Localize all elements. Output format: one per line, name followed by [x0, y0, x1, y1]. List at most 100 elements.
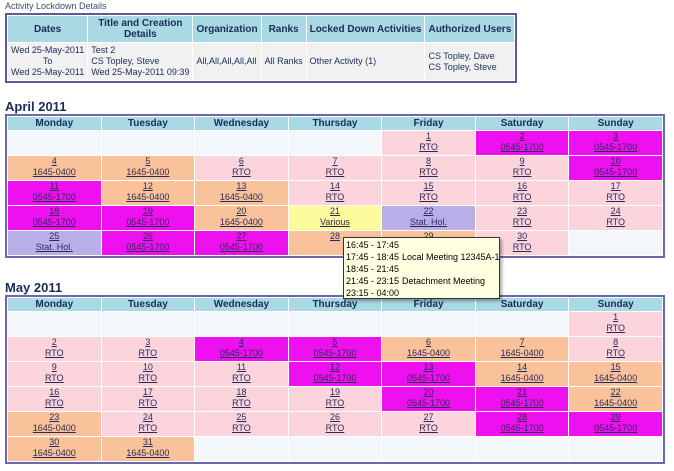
day-number-link[interactable]: 4: [51, 156, 57, 166]
calendar-day-cell[interactable]: 5 0545-1700: [288, 337, 382, 361]
calendar-day-cell[interactable]: 2 0545-1700: [475, 131, 569, 155]
day-number-link[interactable]: 15: [423, 181, 434, 191]
calendar-day-cell[interactable]: 22 1645-0400: [569, 387, 662, 411]
day-number-link[interactable]: 24: [142, 412, 153, 422]
day-number-link[interactable]: 21: [517, 387, 528, 397]
calendar-day-cell[interactable]: 16 RTO: [8, 387, 101, 411]
calendar-day-cell[interactable]: 23 RTO: [475, 206, 569, 230]
shift-label-link[interactable]: RTO: [325, 423, 345, 433]
calendar-day-cell[interactable]: 4 1645-0400: [8, 156, 101, 180]
shift-label-link[interactable]: RTO: [325, 398, 345, 408]
day-number-link[interactable]: 18: [236, 387, 247, 397]
calendar-day-cell[interactable]: 3 RTO: [101, 337, 195, 361]
shift-label-link[interactable]: 0545-1700: [126, 217, 170, 227]
calendar-day-cell[interactable]: 26 0545-1700: [101, 231, 195, 255]
calendar-day-cell[interactable]: 16 RTO: [475, 181, 569, 205]
day-number-link[interactable]: 29: [610, 412, 621, 422]
shift-label-link[interactable]: Various: [320, 217, 350, 227]
shift-label-link[interactable]: 0545-1700: [594, 423, 638, 433]
shift-label-link[interactable]: 0545-1700: [500, 398, 544, 408]
day-number-link[interactable]: 25: [49, 231, 60, 241]
shift-label-link[interactable]: 1645-0400: [594, 398, 638, 408]
shift-label-link[interactable]: RTO: [512, 192, 532, 202]
day-number-link[interactable]: 8: [613, 337, 619, 347]
day-number-link[interactable]: 27: [423, 412, 434, 422]
shift-label-link[interactable]: 1645-0400: [32, 448, 76, 458]
shift-label-link[interactable]: 0545-1700: [126, 242, 170, 252]
shift-label-link[interactable]: 0545-1700: [594, 167, 638, 177]
shift-label-link[interactable]: 0545-1700: [313, 373, 357, 383]
calendar-day-cell[interactable]: 4 0545-1700: [195, 337, 288, 361]
day-number-link[interactable]: 9: [519, 156, 525, 166]
shift-label-link[interactable]: RTO: [606, 192, 626, 202]
calendar-day-cell[interactable]: 9 RTO: [8, 362, 101, 386]
shift-label-link[interactable]: RTO: [138, 373, 158, 383]
calendar-day-cell[interactable]: 14 1645-0400: [475, 362, 569, 386]
calendar-day-cell[interactable]: 25 Stat. Hol.: [8, 231, 101, 255]
day-number-link[interactable]: 17: [142, 387, 153, 397]
calendar-day-cell[interactable]: 30 RTO: [475, 231, 569, 255]
calendar-day-cell[interactable]: 17 RTO: [101, 387, 195, 411]
calendar-day-cell[interactable]: 5 1645-0400: [101, 156, 195, 180]
shift-label-link[interactable]: 0545-1700: [407, 373, 451, 383]
shift-label-link[interactable]: RTO: [232, 373, 251, 383]
day-number-link[interactable]: 5: [145, 156, 151, 166]
calendar-day-cell[interactable]: 9 RTO: [475, 156, 569, 180]
calendar-day-cell[interactable]: 10 0545-1700: [569, 156, 662, 180]
day-number-link[interactable]: 1: [426, 131, 432, 141]
day-number-link[interactable]: 27: [236, 231, 247, 241]
day-number-link[interactable]: 26: [142, 231, 153, 241]
calendar-day-cell[interactable]: 27 0545-1700: [195, 231, 288, 255]
shift-label-link[interactable]: RTO: [606, 217, 626, 227]
day-number-link[interactable]: 11: [236, 362, 247, 372]
shift-label-link[interactable]: 1645-0400: [594, 373, 638, 383]
day-number-link[interactable]: 8: [426, 156, 432, 166]
calendar-day-cell[interactable]: 21 0545-1700: [475, 387, 569, 411]
shift-label-link[interactable]: 0545-1700: [32, 192, 76, 202]
day-number-link[interactable]: 4: [238, 337, 244, 347]
day-number-link[interactable]: 30: [49, 437, 60, 447]
day-number-link[interactable]: 19: [329, 387, 340, 397]
shift-label-link[interactable]: RTO: [512, 217, 532, 227]
day-number-link[interactable]: 16: [517, 181, 528, 191]
calendar-day-cell[interactable]: 30 1645-0400: [8, 437, 101, 461]
shift-label-link[interactable]: RTO: [232, 423, 251, 433]
shift-label-link[interactable]: Stat. Hol.: [410, 217, 448, 227]
day-number-link[interactable]: 24: [610, 206, 621, 216]
calendar-day-cell[interactable]: 8 RTO: [569, 337, 662, 361]
shift-label-link[interactable]: 1645-0400: [32, 423, 76, 433]
calendar-day-cell[interactable]: 29 0545-1700: [569, 412, 662, 436]
calendar-day-cell[interactable]: 15 RTO: [382, 181, 475, 205]
day-number-link[interactable]: 2: [519, 131, 525, 141]
calendar-day-cell[interactable]: 3 0545-1700: [569, 131, 662, 155]
day-number-link[interactable]: 12: [329, 362, 340, 372]
day-number-link[interactable]: 23: [49, 412, 60, 422]
day-number-link[interactable]: 20: [423, 387, 434, 397]
calendar-day-cell[interactable]: 13 0545-1700: [382, 362, 475, 386]
shift-label-link[interactable]: RTO: [44, 398, 64, 408]
shift-label-link[interactable]: 1645-0400: [407, 348, 451, 358]
day-number-link[interactable]: 20: [236, 206, 247, 216]
shift-label-link[interactable]: RTO: [512, 242, 532, 252]
shift-label-link[interactable]: Stat. Hol.: [35, 242, 73, 252]
shift-label-link[interactable]: 0545-1700: [594, 142, 638, 152]
shift-label-link[interactable]: 0545-1700: [219, 242, 263, 252]
day-number-link[interactable]: 13: [423, 362, 434, 372]
calendar-day-cell[interactable]: 14 RTO: [288, 181, 382, 205]
day-number-link[interactable]: 22: [610, 387, 621, 397]
shift-label-link[interactable]: RTO: [419, 423, 438, 433]
calendar-day-cell[interactable]: 10 RTO: [101, 362, 195, 386]
day-number-link[interactable]: 13: [236, 181, 247, 191]
calendar-day-cell[interactable]: 25 RTO: [195, 412, 288, 436]
calendar-day-cell[interactable]: 1 RTO: [569, 312, 662, 336]
day-number-link[interactable]: 3: [145, 337, 151, 347]
shift-label-link[interactable]: 1645-0400: [32, 167, 76, 177]
calendar-day-cell[interactable]: 26 RTO: [288, 412, 382, 436]
calendar-day-cell[interactable]: 18 0545-1700: [8, 206, 101, 230]
day-number-link[interactable]: 25: [236, 412, 247, 422]
shift-label-link[interactable]: 1645-0400: [500, 373, 544, 383]
calendar-day-cell[interactable]: 12 0545-1700: [288, 362, 382, 386]
shift-label-link[interactable]: 0545-1700: [500, 142, 544, 152]
calendar-day-cell[interactable]: 6 RTO: [195, 156, 288, 180]
day-number-link[interactable]: 11: [49, 181, 59, 191]
